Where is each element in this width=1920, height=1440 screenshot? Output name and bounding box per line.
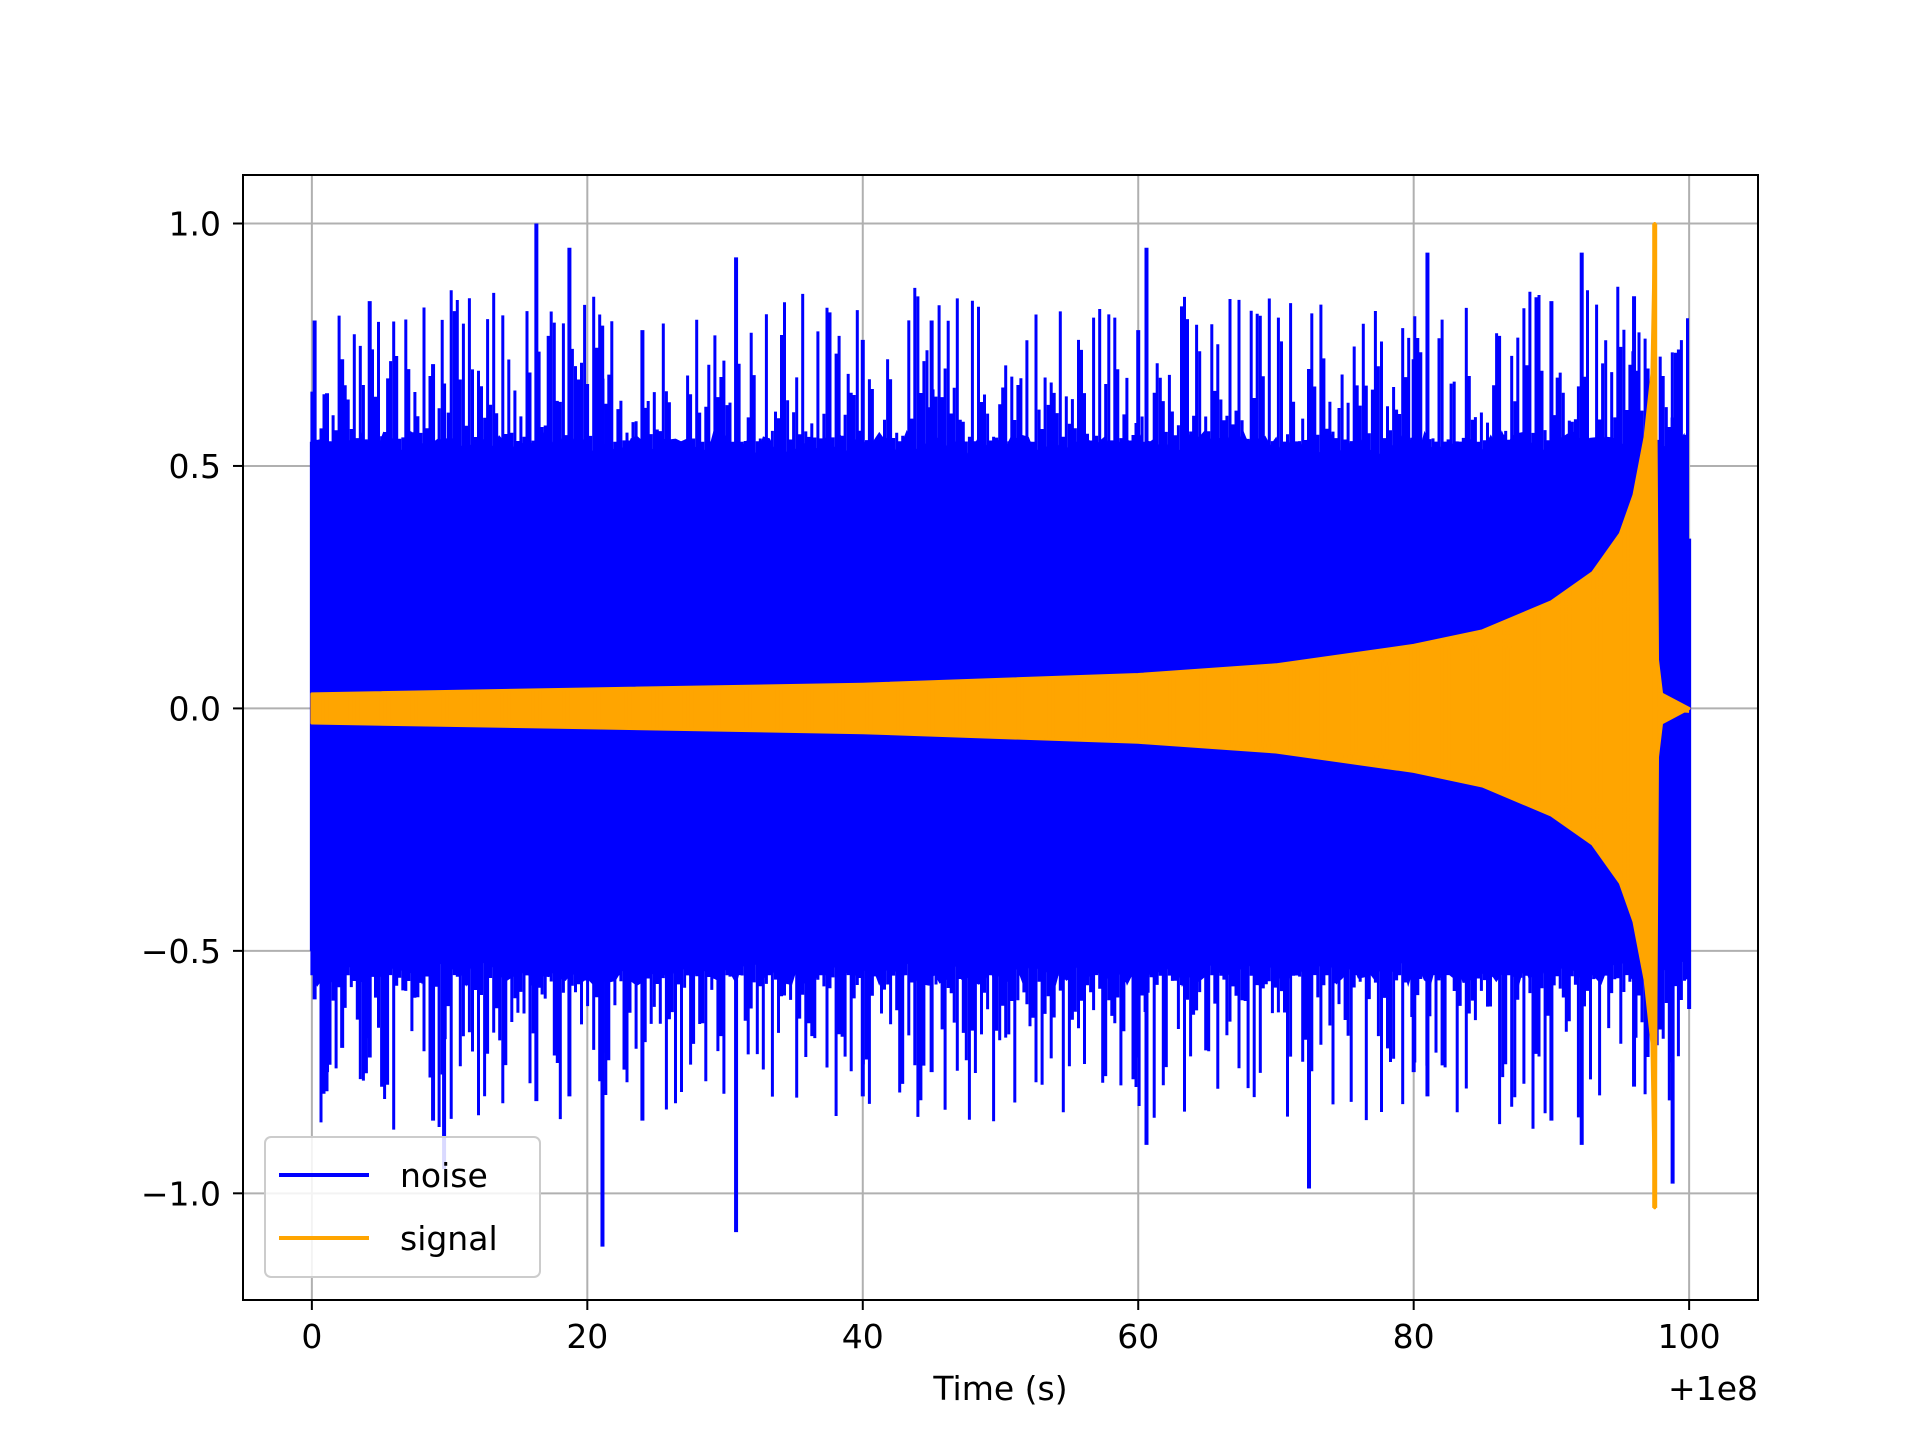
- y-tick-label-0: −1.0: [141, 1174, 221, 1213]
- legend-label-noise: noise: [400, 1156, 488, 1195]
- x-axis-offset-label: +1e8: [1668, 1369, 1758, 1408]
- ticks: 0 20 40 60 80 100 −1.0 −0.5 0.0 0.5 1.0: [141, 204, 1721, 1356]
- x-tick-label-1: 20: [566, 1317, 608, 1356]
- y-tick-label-3: 0.5: [169, 447, 221, 486]
- x-tick-label-5: 100: [1658, 1317, 1721, 1356]
- y-tick-label-1: −0.5: [141, 932, 221, 971]
- plot-frame: [242, 174, 1759, 1301]
- legend-box: [264, 1136, 541, 1278]
- x-axis-label: Time (s): [932, 1369, 1067, 1408]
- x-tick-label-3: 60: [1117, 1317, 1159, 1356]
- signal-oscillation: [310, 223, 1656, 1208]
- legend: noise signal: [264, 1136, 541, 1278]
- y-tick-label-2: 0.0: [169, 689, 221, 728]
- x-tick-label-2: 40: [842, 1317, 884, 1356]
- signal-ringdown: [1654, 706, 1690, 713]
- signal-layer: [310, 222, 1691, 1210]
- x-tick-label-0: 0: [301, 1317, 322, 1356]
- y-tick-label-4: 1.0: [169, 204, 221, 243]
- x-tick-label-4: 80: [1393, 1317, 1435, 1356]
- legend-label-signal: signal: [400, 1219, 498, 1258]
